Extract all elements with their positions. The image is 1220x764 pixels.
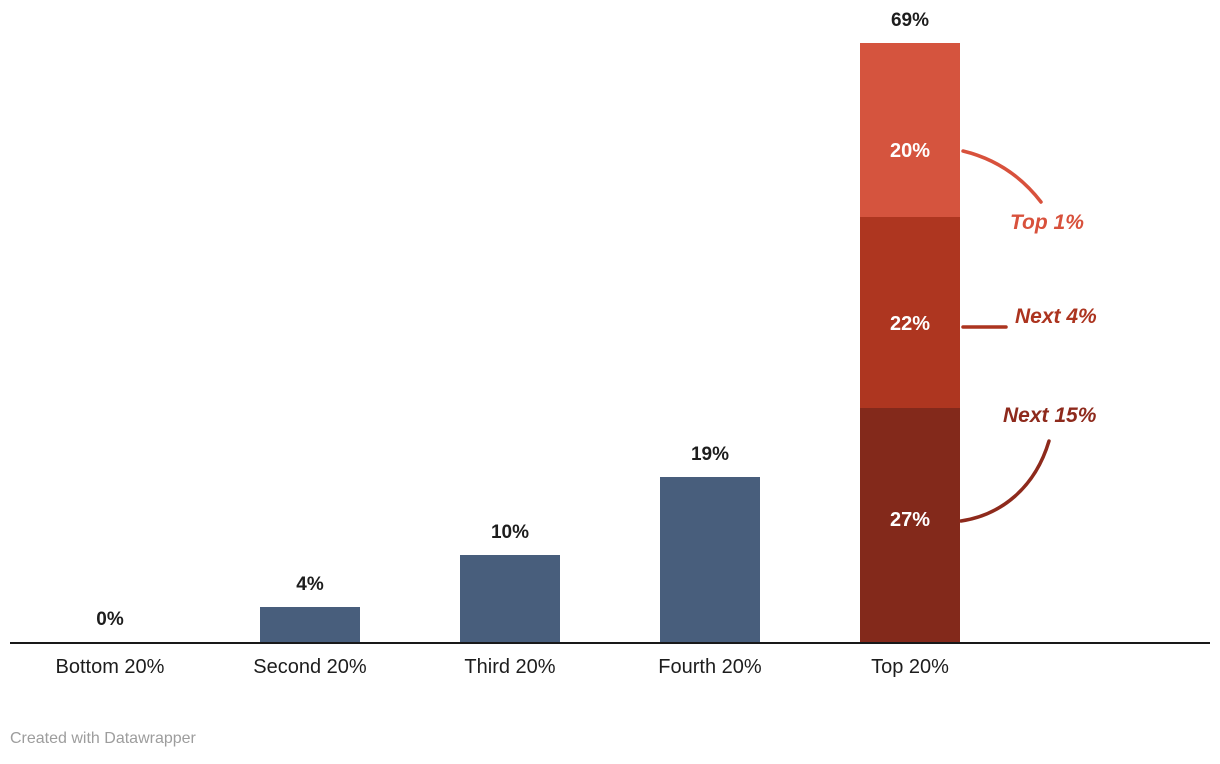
category-label-second-20: Second 20% [253,656,367,678]
value-label-bottom-20: 0% [96,609,124,630]
value-label-third-20: 10% [490,522,530,543]
value-label-fourth-20: 19% [690,444,730,465]
bar-fourth-20 [660,477,760,642]
category-label-top-20: Top 20% [871,656,949,678]
annotation-connector-next-15 [959,439,1051,523]
value-label-top-20-total: 69% [890,10,930,31]
annotation-label-next-4: Next 4% [1015,305,1097,328]
category-label-bottom-20: Bottom 20% [55,656,165,678]
annotation-connector-top-1 [961,149,1043,204]
category-label-third-20: Third 20% [464,656,556,678]
segment-label-top-1: 20% [889,140,931,162]
segment-next-4 [860,217,960,408]
category-label-fourth-20: Fourth 20% [658,656,762,678]
datawrapper-credit-link[interactable]: Created with Datawrapper [10,730,196,747]
segment-label-next-4: 22% [889,313,931,335]
bar-third-20 [460,555,560,642]
bar-top-20-stacked [860,43,960,642]
value-label-second-20: 4% [296,574,324,595]
annotation-label-next-15: Next 15% [1003,404,1097,427]
segment-next-15 [860,408,960,642]
x-axis-baseline [10,642,1210,644]
bar-second-20 [260,607,360,642]
segment-top-1 [860,43,960,217]
segment-label-next-15: 27% [889,509,931,531]
annotation-label-top-1: Top 1% [1010,211,1084,234]
